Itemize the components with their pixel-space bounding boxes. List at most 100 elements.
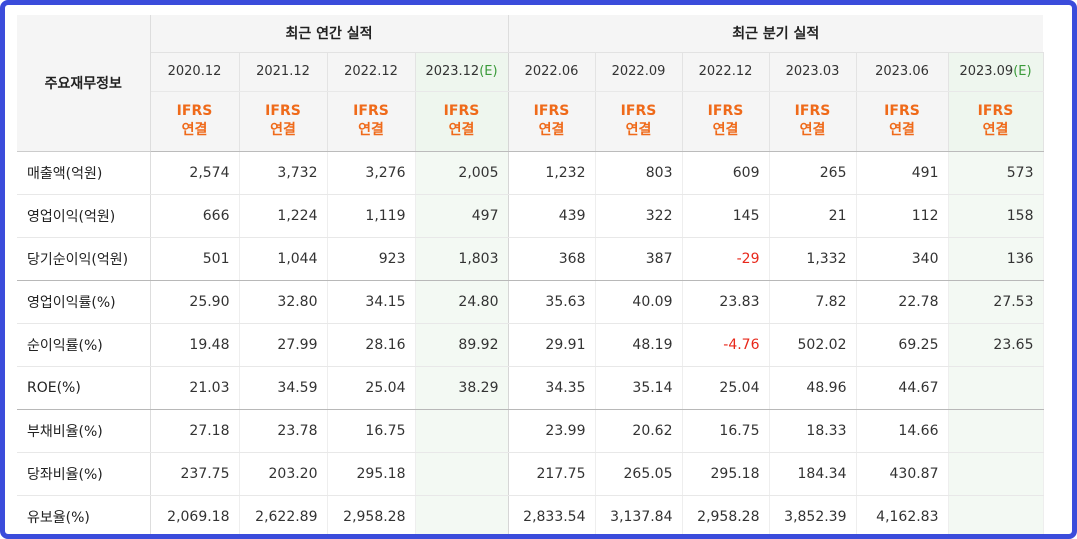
- type-line-ifrs: IFRS: [353, 103, 389, 119]
- type-header-row: IFRS 연결 IFRS 연결 IFRS 연결 IFRS 연결 IFRS 연결 IFRS 연결 IFRS…: [17, 91, 1044, 152]
- table-cell: 158: [948, 194, 1044, 238]
- type-line-consolidated: 연결: [982, 122, 1009, 138]
- type-line-ifrs: IFRS: [533, 103, 570, 119]
- table-cell: 25.90: [150, 280, 240, 324]
- table-cell: [948, 495, 1044, 534]
- type-line-ifrs: IFRS: [620, 103, 657, 119]
- table-row: 부채비율(%) 27.18 23.78 16.75 23.99 20.62 16.75 18.…: [17, 409, 1044, 453]
- table-cell: 24.80: [415, 280, 509, 324]
- table-cell: 3,137.84: [595, 495, 683, 534]
- type-line-ifrs: IFRS: [707, 103, 744, 119]
- table-cell: 23.65: [948, 323, 1044, 367]
- table-cell: 21: [769, 194, 857, 238]
- type-line-consolidated: 연결: [270, 122, 296, 138]
- table-cell: 16.75: [327, 409, 416, 453]
- table-cell: 7.82: [769, 280, 857, 324]
- period-year: 2022.06: [524, 64, 579, 79]
- table-cell: 35.63: [508, 280, 596, 324]
- row-label: 당기순이익(억원): [17, 237, 151, 281]
- table-cell: 16.75: [682, 409, 770, 453]
- table-row: 영업이익률(%) 25.90 32.80 34.15 24.80 35.63 40.09 23…: [17, 280, 1044, 324]
- table-cell: 27.99: [239, 323, 328, 367]
- table-cell: 38.29: [415, 366, 509, 410]
- table-cell: 2,005: [415, 151, 509, 195]
- table-cell: 1,119: [327, 194, 416, 238]
- row-label: 유보율(%): [17, 495, 151, 534]
- period-header: 2021.12: [239, 52, 328, 92]
- table-cell: 21.03: [150, 366, 240, 410]
- table-cell: -4.76: [682, 323, 770, 367]
- accounting-type: IFRS 연결: [595, 91, 683, 152]
- table-cell: 502.02: [769, 323, 857, 367]
- table-cell: 18.33: [769, 409, 857, 453]
- table-cell: 491: [856, 151, 949, 195]
- type-line-consolidated: 연결: [889, 122, 915, 138]
- table-cell: 112: [856, 194, 949, 238]
- table-cell: 32.80: [239, 280, 328, 324]
- period-header: 2022.06: [508, 52, 596, 92]
- table-row: 영업이익(억원) 666 1,224 1,119 497 439 322 145 21 112 15…: [17, 194, 1044, 238]
- accounting-type: IFRS 연결: [415, 91, 509, 152]
- table-cell: 27.18: [150, 409, 240, 453]
- table-cell: 237.75: [150, 452, 240, 496]
- table-cell: -29: [682, 237, 770, 281]
- table-cell: 29.91: [508, 323, 596, 367]
- table-row: 매출액(억원) 2,574 3,732 3,276 2,005 1,232 803 609 26…: [17, 151, 1044, 195]
- period-year: 2023.12: [425, 64, 480, 79]
- table-cell: 1,232: [508, 151, 596, 195]
- type-line-consolidated: 연결: [358, 122, 384, 138]
- estimate-tag: (E): [1013, 64, 1032, 79]
- table-cell: 322: [595, 194, 683, 238]
- table-cell: 184.34: [769, 452, 857, 496]
- estimate-tag: (E): [479, 64, 498, 79]
- table-cell: 387: [595, 237, 683, 281]
- table-cell: 69.25: [856, 323, 949, 367]
- period-year: 2023.03: [785, 64, 840, 79]
- table-cell: 48.96: [769, 366, 857, 410]
- table-cell: 501: [150, 237, 240, 281]
- financial-table: 주요재무정보 최근 연간 실적 최근 분기 실적 2020.12 2021.12 2…: [17, 15, 1044, 534]
- table-cell: 439: [508, 194, 596, 238]
- table-cell: 28.16: [327, 323, 416, 367]
- period-year: 2023.06: [875, 64, 929, 79]
- period-year: 2022.12: [344, 64, 398, 79]
- table-cell: [948, 409, 1044, 453]
- table-cell: 44.67: [856, 366, 949, 410]
- table-cell: 265: [769, 151, 857, 195]
- table-cell: 25.04: [682, 366, 770, 410]
- period-header: 2022.12: [327, 52, 416, 92]
- table-cell: 217.75: [508, 452, 596, 496]
- type-line-consolidated: 연결: [799, 122, 826, 138]
- table-cell: 48.19: [595, 323, 683, 367]
- period-header: 2023.09(E): [948, 52, 1044, 92]
- table-cell: 136: [948, 237, 1044, 281]
- accounting-type: IFRS 연결: [508, 91, 596, 152]
- table-cell: [948, 366, 1044, 410]
- corner-label: 주요재무정보: [17, 15, 151, 152]
- period-header: 2023.06: [856, 52, 949, 92]
- table-cell: 89.92: [415, 323, 509, 367]
- period-header: 2023.03: [769, 52, 857, 92]
- table-cell: 35.14: [595, 366, 683, 410]
- table-cell: 23.99: [508, 409, 596, 453]
- table-cell: 27.53: [948, 280, 1044, 324]
- table-cell: 803: [595, 151, 683, 195]
- table-cell: 265.05: [595, 452, 683, 496]
- table-cell: 368: [508, 237, 596, 281]
- table-row: ROE(%) 21.03 34.59 25.04 38.29 34.35 35.14 25.0…: [17, 366, 1044, 410]
- row-label: 영업이익(억원): [17, 194, 151, 238]
- table-cell: 609: [682, 151, 770, 195]
- table-cell: 1,224: [239, 194, 328, 238]
- table-cell: 3,852.39: [769, 495, 857, 534]
- period-header: 2022.09: [595, 52, 683, 92]
- type-line-ifrs: IFRS: [176, 103, 213, 119]
- financial-summary: 주요재무정보 최근 연간 실적 최근 분기 실적 2020.12 2021.12 2…: [17, 15, 1044, 534]
- table-cell: 25.04: [327, 366, 416, 410]
- group-quarterly: 최근 분기 실적: [508, 15, 1043, 53]
- table-cell: 145: [682, 194, 770, 238]
- table-cell: 2,958.28: [327, 495, 416, 534]
- period-header: 2022.12: [682, 52, 770, 92]
- table-cell: 295.18: [327, 452, 416, 496]
- type-line-ifrs: IFRS: [794, 103, 831, 119]
- table-cell: 295.18: [682, 452, 770, 496]
